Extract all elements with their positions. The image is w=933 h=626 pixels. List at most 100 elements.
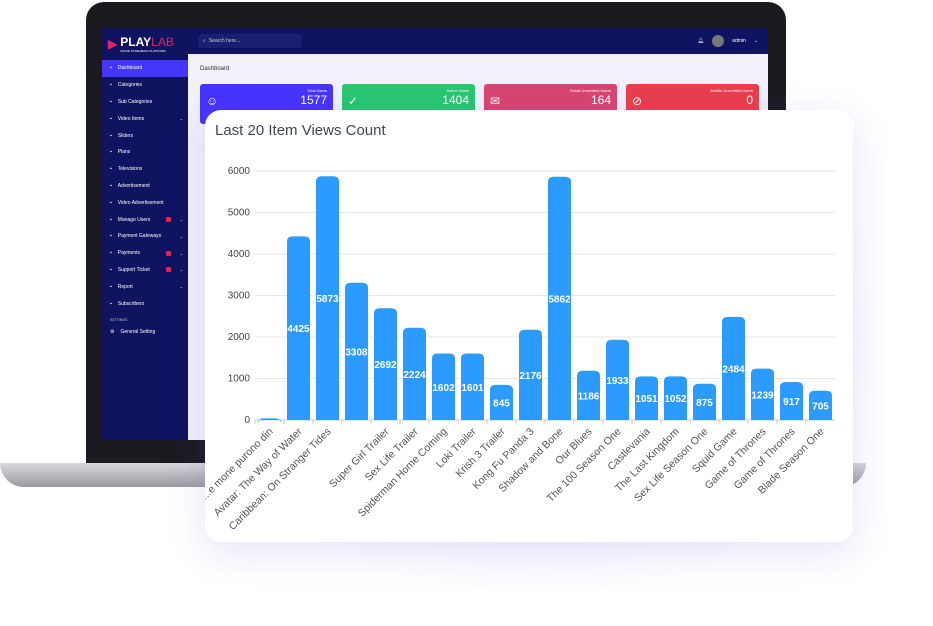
- sidebar-item-payments[interactable]: ▪ Payments ⌄: [102, 245, 188, 262]
- chevron-down-icon: ⌄: [179, 284, 183, 290]
- sidebar-item-label: Payments: [117, 250, 141, 257]
- y-tick-label: 6000: [228, 166, 251, 177]
- stat-value: 1577: [300, 93, 327, 107]
- stat-value: 164: [590, 93, 611, 107]
- search-input[interactable]: ⌕ Search here...: [198, 34, 302, 48]
- stat-label: Mobile Unverified Users: [710, 88, 753, 93]
- ticket-icon: ▪: [110, 266, 112, 273]
- y-tick-label: 0: [244, 415, 250, 426]
- bar-value-label: 845: [493, 398, 510, 409]
- stat-label: Total Users: [306, 88, 327, 93]
- bar: [606, 339, 629, 420]
- sidebar-item-report[interactable]: ▪ Report ⌄: [102, 278, 188, 295]
- video-icon: ▪: [110, 199, 112, 206]
- no-message-icon: ⊘: [632, 94, 643, 108]
- stat-label: Email Unverified Users: [570, 88, 611, 93]
- y-tick-label: 5000: [228, 208, 251, 219]
- y-tick-label: 2000: [228, 332, 251, 343]
- play-logo-icon: ▶: [108, 37, 118, 51]
- sidebar-item-sub-categories[interactable]: ▪ Sub Categories: [102, 94, 188, 111]
- bar: [693, 383, 716, 420]
- sidebar-item-dashboard[interactable]: ▪ Dashboard: [102, 60, 188, 77]
- sidebar-item-label: Report: [117, 283, 133, 290]
- bar-value-label: 1052: [664, 394, 687, 405]
- stat-label: Active Users: [446, 88, 469, 93]
- tv-icon: ▪: [110, 166, 112, 173]
- chevron-down-icon: ⌄: [179, 267, 183, 273]
- user-menu[interactable]: admin: [732, 38, 746, 44]
- bar: [461, 353, 484, 420]
- chevron-down-icon: ⌄: [179, 233, 183, 239]
- sidebar-item-sliders[interactable]: ▪ Sliders: [102, 127, 188, 144]
- bar: [345, 282, 368, 420]
- y-tick-label: 1000: [228, 374, 251, 385]
- bar-value-label: 917: [783, 397, 800, 408]
- bar-value-label: 875: [696, 398, 713, 409]
- bar: [490, 384, 513, 420]
- bar: [548, 176, 571, 420]
- bell-icon[interactable]: 🔔︎: [697, 38, 705, 44]
- sidebar-item-categories[interactable]: ▪ Categories: [102, 77, 188, 94]
- envelope-icon: ✉: [490, 94, 501, 108]
- bar: [258, 418, 281, 424]
- sidebar-item-televisions[interactable]: ▪ Televisions: [102, 161, 188, 178]
- alert-badge: [165, 267, 171, 273]
- bar-value-label: 705: [812, 401, 829, 412]
- bar: [432, 353, 455, 420]
- dollar-icon: ▪: [110, 149, 112, 156]
- bar: [287, 236, 310, 420]
- sidebar-item-label: Sliders: [117, 132, 134, 139]
- bar: [751, 368, 774, 420]
- chevron-down-icon[interactable]: ⌄: [753, 38, 758, 44]
- bar-value-label: 1186: [578, 391, 600, 402]
- sidebar-item-label: Dashboard: [117, 65, 143, 72]
- bar-value-label: 4425: [287, 324, 310, 335]
- user-check-icon: ✓: [348, 94, 359, 108]
- bar-value-label: 1239: [751, 390, 774, 401]
- search-placeholder: Search here...: [208, 38, 241, 44]
- gear-icon: ⚙: [110, 329, 115, 336]
- stat-value: 1404: [442, 93, 469, 107]
- bar-value-label: 1602: [432, 383, 455, 394]
- bar: [780, 381, 803, 420]
- sidebar-item-general-setting[interactable]: ⚙ General Setting: [102, 324, 188, 341]
- menu-icon: ▪: [110, 82, 112, 89]
- sidebar-item-video-items[interactable]: ▪ Video Items ⌄: [102, 110, 188, 127]
- list-icon: ▪: [110, 283, 112, 290]
- sidebar-item-support-ticket[interactable]: ▪ Support Ticket ⌄: [102, 262, 188, 279]
- sidebar-item-label: Manage Users: [117, 216, 151, 223]
- bar: [316, 176, 339, 420]
- bar: [635, 376, 658, 420]
- sidebar-item-subscribers[interactable]: ▪ Subscribers: [102, 295, 188, 312]
- bar-value-label: 3308: [345, 347, 368, 358]
- bar: [664, 376, 687, 420]
- bar: [722, 316, 745, 420]
- logo[interactable]: ▶ PLAYLAB MOVIE STREAMING PLATFORM: [102, 28, 188, 60]
- bar-value-label: 2224: [403, 370, 426, 381]
- avatar[interactable]: [712, 35, 725, 47]
- sidebar-item-manage-users[interactable]: ▪ Manage Users ⌄: [102, 211, 188, 228]
- card-icon: ▪: [110, 233, 112, 240]
- alert-badge: [165, 217, 171, 223]
- sidebar-item-label: Plans: [117, 149, 131, 156]
- bar: [403, 327, 426, 420]
- settings-section-label: SETTINGS: [110, 317, 128, 322]
- y-tick-label: 3000: [228, 291, 251, 302]
- thumbs-icon: ▪: [110, 300, 112, 307]
- sidebar-item-payment-gateways[interactable]: ▪ Payment Gateways ⌄: [102, 228, 188, 245]
- chart-card: Last 20 Item Views Count 0 1000 2000 3000 40…: [205, 110, 853, 542]
- bar-value-label: 1933: [606, 376, 629, 387]
- sliders-icon: ▪: [110, 132, 112, 139]
- sidebar-item-label: Advertisement: [117, 182, 150, 189]
- chevron-down-icon: ⌄: [179, 217, 183, 223]
- sidebar-item-label: Support Ticket: [117, 266, 150, 273]
- sidebar-item-advertisement[interactable]: ▪ Advertisement: [102, 178, 188, 195]
- sidebar-item-plans[interactable]: ▪ Plans: [102, 144, 188, 161]
- bar: [809, 390, 832, 420]
- sidebar-item-label: Subscribers: [117, 300, 145, 307]
- bar-value-label: 1601: [461, 383, 484, 394]
- bar-value-label: 1051: [635, 394, 658, 405]
- sidebar-item-video-advertisement[interactable]: ▪ Video Advertisement: [102, 194, 188, 211]
- chevron-down-icon: ⌄: [179, 116, 183, 122]
